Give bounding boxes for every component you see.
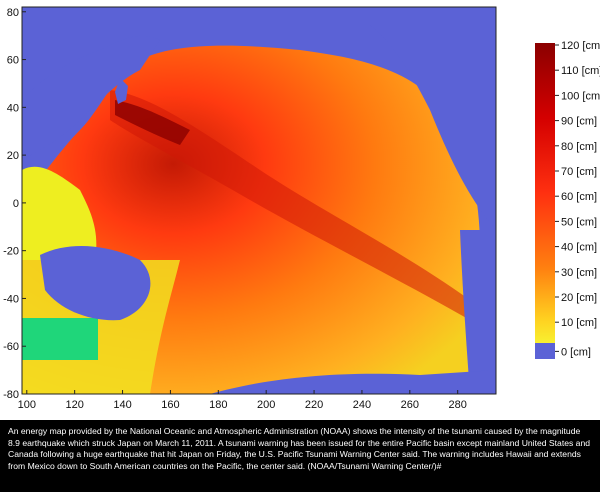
plot-frame bbox=[21, 6, 497, 395]
y-tick-label: -20 bbox=[3, 246, 19, 258]
y-tick-label: 20 bbox=[7, 150, 19, 162]
map-plot bbox=[22, 7, 496, 394]
colorbar-label: 20 [cm] bbox=[561, 292, 597, 304]
x-axis-ticks: 100 120 140 160 180 200 220 240 260 280 bbox=[18, 390, 467, 411]
colorbar-label: 110 [cm] bbox=[561, 65, 600, 77]
peak-energy-core bbox=[115, 100, 190, 145]
y-tick-label: -60 bbox=[3, 341, 19, 353]
x-tick-label: 100 bbox=[18, 399, 36, 411]
colorbar: 120 [cm] 110 [cm] 100 [cm] 90 [cm] 80 [cm] 70… bbox=[535, 40, 600, 359]
figure-area: 100 120 140 160 180 200 220 240 260 280 80 60 40 20 0… bbox=[3, 6, 600, 411]
x-tick-label: 200 bbox=[257, 399, 275, 411]
y-tick-label: 80 bbox=[7, 7, 19, 19]
x-tick-label: 160 bbox=[161, 399, 179, 411]
y-tick-label: 60 bbox=[7, 55, 19, 67]
shallow-green-zone bbox=[22, 318, 98, 360]
indonesia-low-energy bbox=[22, 166, 97, 260]
asia-landmass bbox=[22, 35, 160, 160]
colorbar-label: 60 [cm] bbox=[561, 191, 597, 203]
y-tick-label: -40 bbox=[3, 293, 19, 305]
y-axis-ticks: 80 60 40 20 0 -20 -40 -60 -80 bbox=[3, 7, 26, 401]
colorbar-label: 90 [cm] bbox=[561, 116, 597, 128]
colorbar-label: 120 [cm] bbox=[561, 40, 600, 52]
y-tick-label: 0 bbox=[13, 198, 19, 210]
photo-caption: An energy map provided by the National O… bbox=[0, 420, 600, 492]
y-tick-label: -80 bbox=[3, 389, 19, 401]
x-tick-label: 260 bbox=[401, 399, 419, 411]
colorbar-label: 40 [cm] bbox=[561, 242, 597, 254]
x-tick-label: 120 bbox=[65, 399, 83, 411]
x-tick-label: 140 bbox=[113, 399, 131, 411]
antarctica-landmass bbox=[210, 370, 496, 394]
australia-landmass bbox=[40, 245, 151, 321]
colorbar-label: 0 [cm] bbox=[561, 346, 591, 358]
colorbar-label: 100 [cm] bbox=[561, 90, 600, 102]
x-tick-label: 280 bbox=[449, 399, 467, 411]
x-tick-label: 220 bbox=[305, 399, 323, 411]
colorbar-gradient bbox=[535, 43, 555, 343]
colorbar-zero-swatch bbox=[535, 343, 555, 359]
colorbar-label: 10 [cm] bbox=[561, 317, 597, 329]
peak-energy-band bbox=[110, 90, 470, 320]
x-tick-label: 180 bbox=[209, 399, 227, 411]
y-tick-label: 40 bbox=[7, 102, 19, 114]
colorbar-label: 70 [cm] bbox=[561, 166, 597, 178]
japan-landmass bbox=[115, 78, 128, 104]
tsunami-energy-map: 100 120 140 160 180 200 220 240 260 280 806040200… bbox=[3, 6, 600, 411]
colorbar-labels: 120 [cm] 110 [cm] 100 [cm] 90 [cm] 80 [cm] 70… bbox=[555, 40, 600, 358]
americas-landmass bbox=[370, 7, 496, 230]
colorbar-label: 30 [cm] bbox=[561, 267, 597, 279]
colorbar-label: 80 [cm] bbox=[561, 141, 597, 153]
south-america-landmass bbox=[460, 230, 496, 394]
colorbar-label: 50 [cm] bbox=[561, 216, 597, 228]
x-tick-label: 240 bbox=[353, 399, 371, 411]
